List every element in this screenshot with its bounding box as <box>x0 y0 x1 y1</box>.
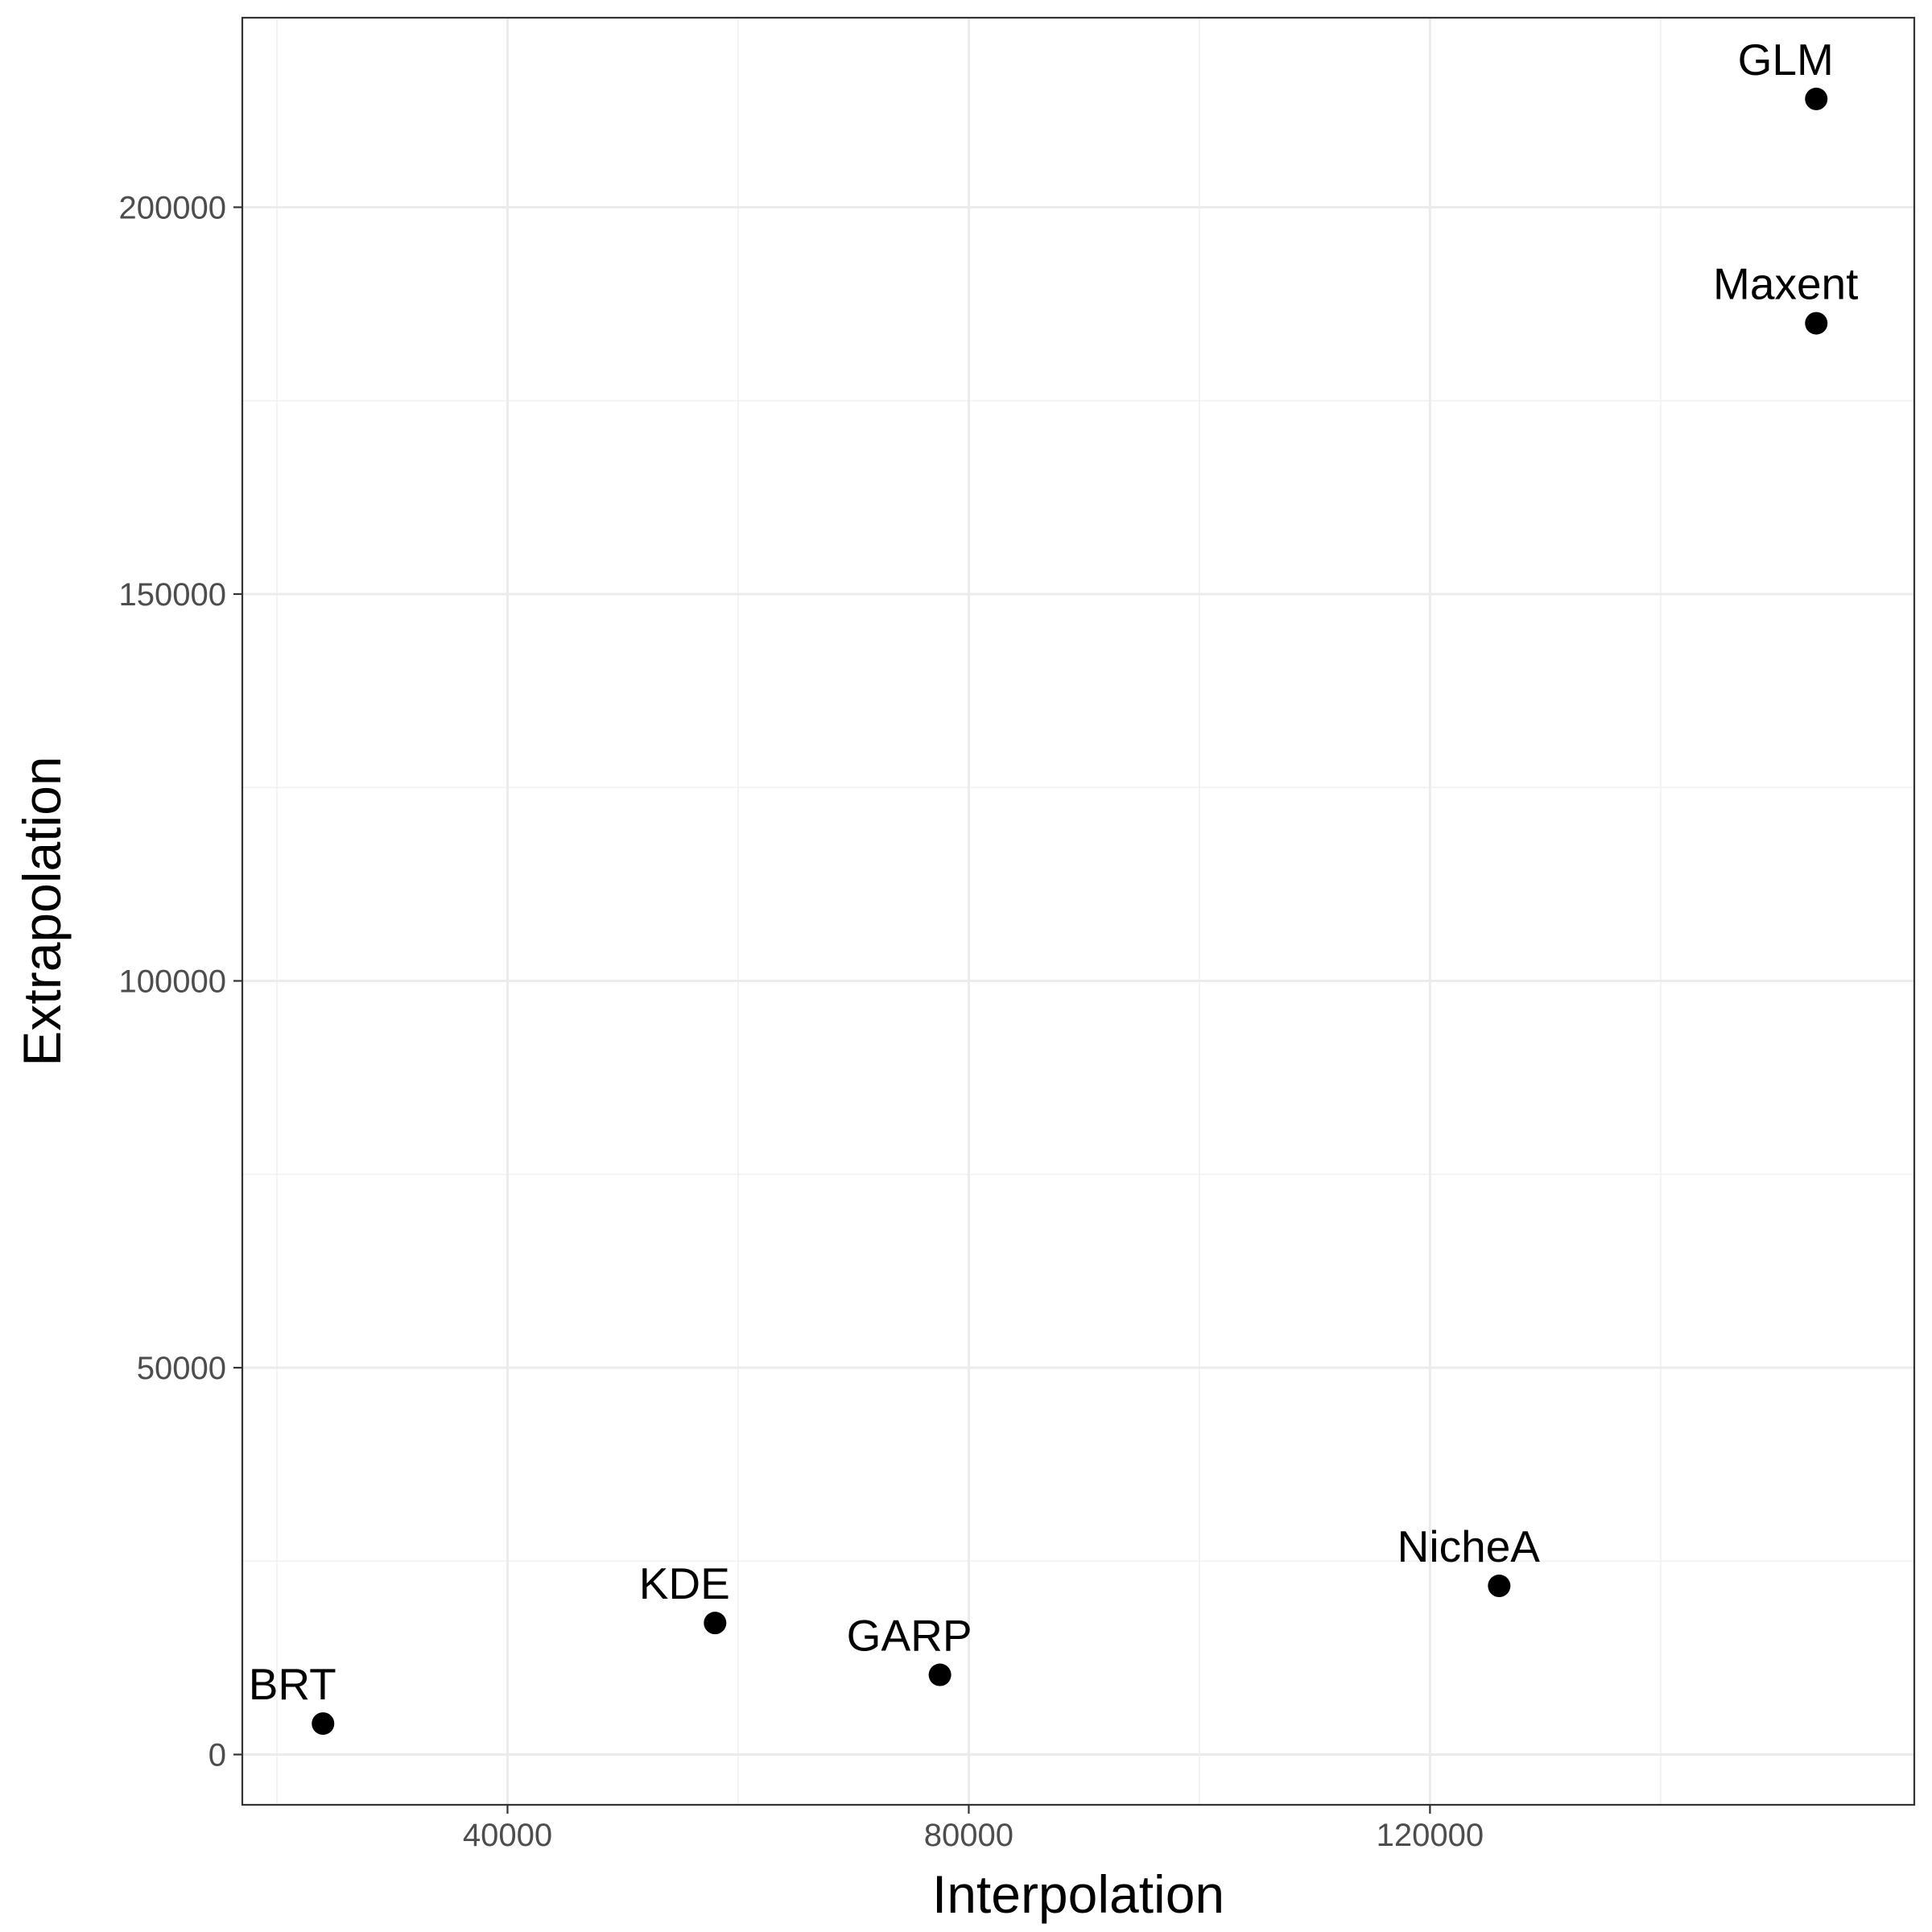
y-axis-title: Extrapolation <box>12 756 72 1066</box>
data-point-label: KDE <box>639 1558 730 1608</box>
data-point-label: Maxent <box>1713 259 1858 309</box>
data-point-label: GLM <box>1738 35 1834 85</box>
x-axis: 40000 80000 120000 <box>463 1805 1484 1853</box>
data-point <box>1805 312 1828 335</box>
data-point <box>928 1663 952 1686</box>
y-tick-label: 50000 <box>137 1351 226 1386</box>
x-axis-title: Interpolation <box>932 1864 1224 1924</box>
data-point-label: BRT <box>249 1659 336 1709</box>
data-point-labels: BRT KDE GARP NicheA GLM Maxent <box>249 35 1859 1709</box>
data-points <box>312 87 1828 1736</box>
data-point-label: NicheA <box>1397 1521 1541 1571</box>
y-tick-label: 0 <box>208 1738 226 1773</box>
y-tick-label: 100000 <box>119 964 226 999</box>
minor-grid <box>242 18 1914 1805</box>
y-tick-label: 150000 <box>119 577 226 613</box>
panel-border <box>241 16 1916 1806</box>
y-axis: 0 50000 100000 150000 200000 <box>119 190 242 1773</box>
y-tick-label: 200000 <box>119 190 226 225</box>
major-grid <box>242 18 1914 1805</box>
data-point-label: GARP <box>847 1611 972 1661</box>
x-tick-label: 40000 <box>463 1818 552 1853</box>
x-tick-label: 120000 <box>1377 1818 1484 1853</box>
data-point <box>1488 1575 1511 1598</box>
x-tick-label: 80000 <box>924 1818 1013 1853</box>
data-point <box>1805 87 1828 110</box>
data-point <box>312 1712 335 1736</box>
data-point <box>704 1612 727 1635</box>
